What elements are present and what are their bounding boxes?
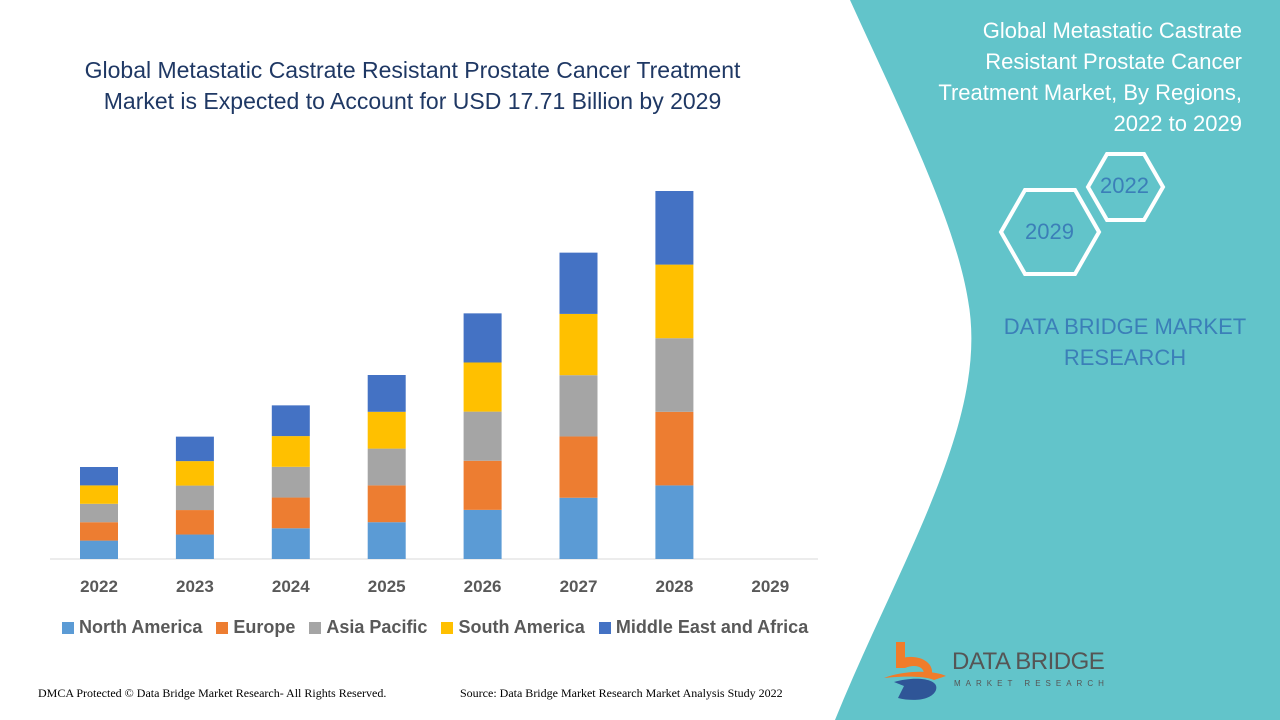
x-tick-label: 2024	[272, 577, 310, 596]
brand-text: DATA BRIDGE MARKET RESEARCH	[1003, 314, 1247, 370]
bar-segment-south-america-2024	[271, 436, 310, 467]
bar-segment-north-america-2023	[175, 534, 214, 559]
bar-segment-north-america-2028	[655, 485, 694, 559]
bar-segment-north-america-2024	[271, 528, 310, 559]
bar-segment-asia-pacific-2022	[80, 503, 118, 523]
legend: North America Europe Asia Pacific South Ame…	[62, 617, 808, 638]
legend-label: Europe	[233, 617, 296, 637]
bar-segment-europe-2023	[175, 510, 214, 535]
x-tick-label: 2025	[368, 577, 406, 596]
copyright-notice: DMCA Protected © Data Bridge Market Rese…	[38, 686, 387, 700]
legend-item: North America	[62, 617, 202, 638]
bar-segment-middle-east-and-africa-2028	[655, 191, 694, 265]
bar-segment-europe-2025	[367, 485, 406, 523]
bar-segment-north-america-2026	[463, 509, 502, 559]
bar-segment-north-america-2027	[559, 497, 598, 559]
legend-label: Asia Pacific	[326, 617, 428, 637]
legend-item: Europe	[216, 617, 295, 638]
hexagon-2022	[1085, 152, 1166, 222]
legend-swatch	[309, 621, 322, 634]
bar-segment-europe-2027	[559, 436, 598, 498]
chart-title: Global Metastatic Castrate Resistant Pro…	[84, 57, 741, 114]
bar-segment-middle-east-and-africa-2025	[367, 375, 406, 412]
bar-segment-asia-pacific-2023	[175, 485, 214, 511]
hex-label-2022: 2022	[1100, 173, 1149, 198]
x-tick-label: 2029	[751, 577, 789, 596]
bar-segment-south-america-2027	[559, 313, 598, 376]
x-tick-label: 2027	[560, 577, 598, 596]
bar-segment-asia-pacific-2025	[367, 448, 406, 486]
bar-segment-asia-pacific-2028	[655, 338, 694, 412]
x-tick-label: 2028	[655, 577, 693, 596]
side-panel-title: Global Metastatic Castrate Resistant Pro…	[938, 18, 1242, 136]
bar-segment-south-america-2026	[463, 362, 502, 412]
legend-swatch	[62, 621, 74, 634]
legend-swatch	[216, 621, 229, 634]
legend-item: Asia Pacific	[309, 617, 427, 638]
bar-segment-europe-2024	[271, 497, 310, 529]
legend-swatch	[598, 621, 611, 634]
x-tick-label: 2026	[464, 577, 502, 596]
bar-segment-asia-pacific-2027	[559, 375, 598, 437]
stacked-bar-chart: 2022 2023 2024 2025 2026 2027 2028 2029	[50, 191, 818, 596]
bar-segment-south-america-2025	[367, 411, 406, 449]
bar-segment-south-america-2022	[80, 485, 118, 504]
x-tick-label: 2022	[80, 577, 118, 596]
hex-label-2029: 2029	[1025, 219, 1074, 244]
bar-segment-middle-east-and-africa-2027	[559, 252, 598, 314]
source-note: Source: Data Bridge Market Research Mark…	[460, 686, 783, 700]
bar-segment-europe-2022	[80, 522, 118, 541]
bar-segment-middle-east-and-africa-2022	[80, 467, 118, 486]
bar-segment-middle-east-and-africa-2026	[463, 313, 502, 363]
bar-segment-north-america-2022	[80, 540, 118, 559]
bar-segment-asia-pacific-2024	[271, 466, 310, 498]
hexagon-2029	[998, 188, 1102, 276]
bar-segment-south-america-2028	[655, 264, 694, 339]
bar-segment-asia-pacific-2026	[463, 411, 502, 461]
bar-segment-middle-east-and-africa-2023	[175, 436, 214, 462]
logo-subtitle: MARKET RESEARCH	[954, 679, 1109, 688]
legend-item: South America	[441, 617, 585, 638]
legend-label: South America	[458, 617, 585, 637]
x-tick-label: 2023	[176, 577, 214, 596]
data-bridge-logo-icon	[884, 642, 946, 700]
bar-segment-europe-2026	[463, 460, 502, 510]
bar-segment-middle-east-and-africa-2024	[271, 405, 310, 437]
bar-segment-europe-2028	[655, 411, 694, 486]
bar-segment-south-america-2023	[175, 461, 214, 486]
logo-name: DATA BRIDGE	[952, 648, 1105, 675]
legend-item: Middle East and Africa	[598, 617, 809, 638]
legend-label: North America	[79, 617, 203, 637]
bar-segment-north-america-2025	[367, 522, 406, 559]
legend-swatch	[441, 621, 454, 634]
legend-label: Middle East and Africa	[615, 617, 809, 637]
